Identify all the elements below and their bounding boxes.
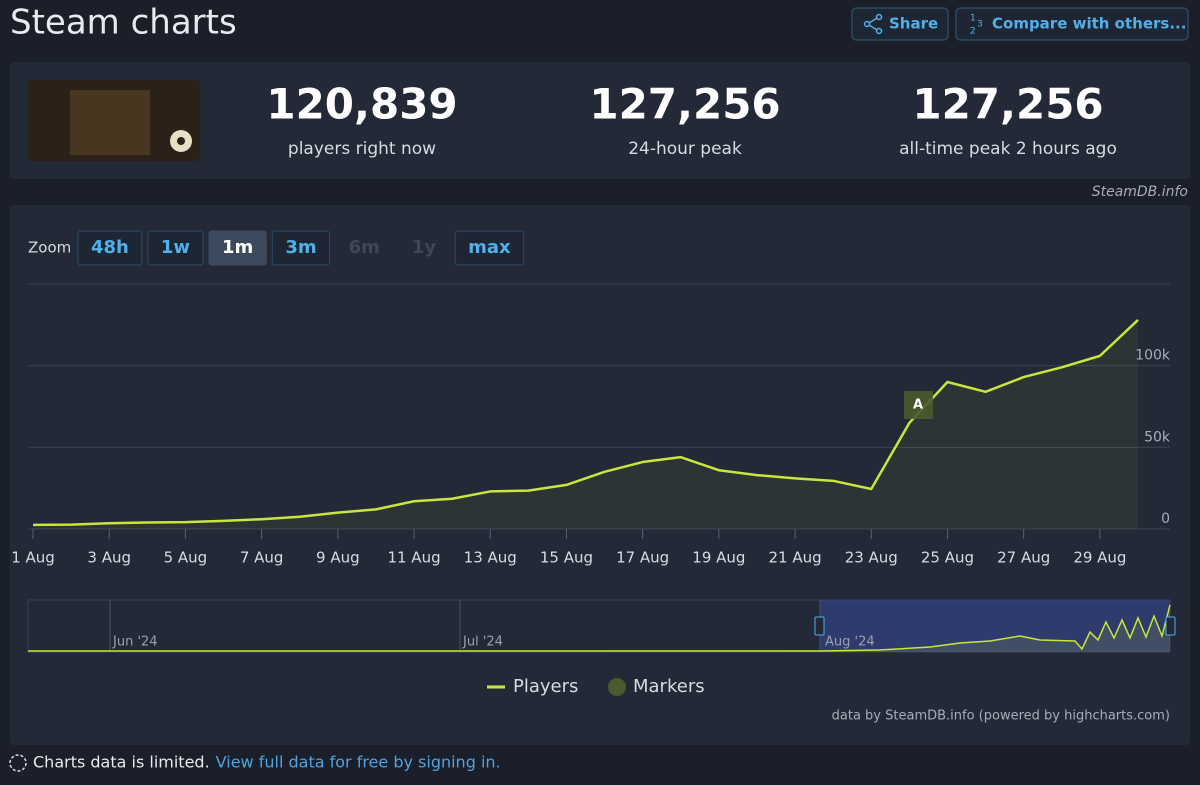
zoom-button-frame[interactable]	[454, 230, 525, 266]
navigator-selection[interactable]	[820, 600, 1170, 652]
x-tick-label: 29 Aug	[1073, 549, 1126, 567]
compare-icon: 1 23	[970, 14, 983, 37]
zoom-option[interactable]: 48h	[91, 237, 129, 258]
share-label[interactable]: Share	[889, 15, 938, 33]
notice-icon	[9, 754, 27, 772]
x-tick-label: 15 Aug	[540, 549, 593, 567]
legend-label[interactable]: Markers	[633, 676, 705, 697]
zoom-label: Zoom	[28, 239, 71, 257]
x-tick-label: 13 Aug	[464, 549, 517, 567]
x-tick-label: 23 Aug	[845, 549, 898, 567]
source-label: SteamDB.info	[1092, 184, 1188, 200]
zoom-button-frame[interactable]	[147, 230, 204, 266]
compare-button[interactable]	[955, 7, 1189, 41]
stats: 120,839 players right now 127,256 24-hour p…	[266, 80, 1117, 160]
x-tick-label: 1 Aug	[11, 549, 55, 567]
zoom-option: 1y	[412, 237, 437, 258]
zoom-button: 1y	[412, 237, 437, 258]
share-icon	[863, 13, 883, 35]
stat-value: 127,256	[912, 80, 1103, 129]
page-title: Steam charts	[10, 3, 237, 43]
y-tick-label: 50k	[1144, 429, 1171, 445]
zoom-buttons: 48h 1w 1m 3m 6m 1y max	[77, 230, 525, 266]
stat-value: 120,839	[266, 80, 457, 129]
annotation-label: A	[913, 398, 923, 413]
zoom-button-frame[interactable]	[77, 230, 143, 266]
sign-in-link[interactable]: View full data for free by signing in.	[216, 753, 501, 772]
legend-symbol	[608, 678, 626, 696]
notice-text: Charts data is limited.	[33, 753, 210, 772]
navigator-handle[interactable]	[814, 616, 825, 636]
annotation-flag	[904, 391, 933, 419]
zoom-button: 6m	[349, 237, 380, 258]
navigator-label: Aug '24	[825, 635, 875, 650]
zoom-button[interactable]: 3m	[271, 230, 331, 266]
compare-label[interactable]: Compare with others...	[992, 15, 1186, 33]
zoom-button[interactable]: max	[454, 230, 525, 266]
thumbnail-detail	[70, 90, 150, 155]
series-area	[33, 319, 1138, 529]
zoom-option[interactable]: 1m	[222, 237, 253, 258]
x-tick-label: 17 Aug	[616, 549, 669, 567]
zoom-button[interactable]: 48h	[77, 230, 143, 266]
x-tick-label: 7 Aug	[240, 549, 284, 567]
x-tick-label: 3 Aug	[87, 549, 131, 567]
x-tick-label: 19 Aug	[692, 549, 745, 567]
zoom-button[interactable]: 1m	[208, 230, 267, 266]
navigator-area	[28, 605, 1170, 652]
series-line	[32, 319, 1139, 527]
zoom-button-frame[interactable]	[208, 230, 267, 266]
x-tick-label: 11 Aug	[387, 549, 440, 567]
svg-text:3: 3	[977, 20, 983, 30]
stat-label: players right now	[288, 139, 436, 159]
y-tick-label: 100k	[1135, 348, 1171, 364]
credit[interactable]: data by SteamDB.info (powered by highcha…	[832, 709, 1170, 724]
stats-panel	[10, 62, 1190, 179]
navigator-label: Jun '24	[112, 635, 158, 650]
x-tick-label: 9 Aug	[316, 549, 360, 567]
zoom-option[interactable]: 3m	[285, 237, 316, 258]
zoom-option[interactable]: max	[468, 237, 511, 258]
stat-label: all-time peak 2 hours ago	[899, 139, 1117, 159]
x-tick-label: 25 Aug	[921, 549, 974, 567]
legend-label[interactable]: Players	[513, 676, 578, 697]
zoom-button[interactable]: 1w	[147, 230, 204, 266]
navigator-line	[28, 604, 1171, 652]
navigator-handle[interactable]	[1165, 616, 1176, 636]
stat-label: 24-hour peak	[628, 139, 742, 159]
svg-text:1: 1	[970, 14, 976, 24]
zoom-button-frame[interactable]	[271, 230, 331, 266]
y-tick-label: 0	[1161, 511, 1170, 527]
x-tick-label: 5 Aug	[164, 549, 208, 567]
svg-text:2: 2	[970, 27, 976, 37]
stat-value: 127,256	[589, 80, 780, 129]
x-tick-label: 21 Aug	[768, 549, 821, 567]
thumbnail-emblem-core	[177, 137, 185, 145]
x-tick-label: 27 Aug	[997, 549, 1050, 567]
navigator-label: Jul '24	[462, 635, 503, 650]
zoom-option[interactable]: 1w	[161, 237, 190, 258]
zoom-option: 6m	[349, 237, 380, 258]
plot: 0 50k 100k 1 Aug 3 Aug 5 Aug 7 Aug 9 Aug 11 Aug 1…	[11, 283, 1171, 567]
